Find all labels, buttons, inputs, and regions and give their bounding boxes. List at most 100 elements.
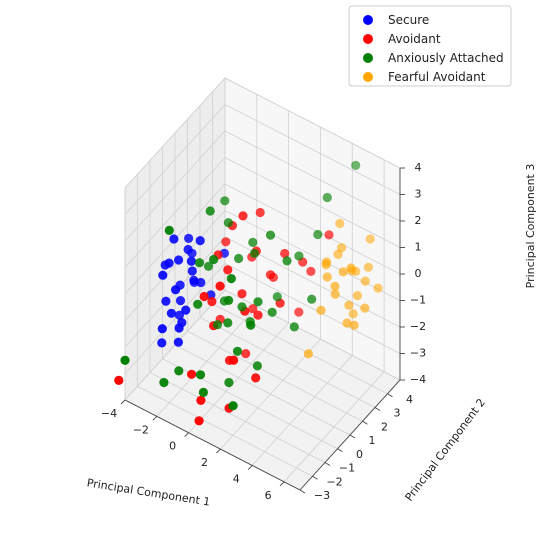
z-tick-label: 3 — [415, 188, 422, 201]
y-grid-floor — [149, 372, 326, 463]
data-point — [303, 349, 313, 359]
data-point — [187, 248, 197, 258]
z-grid-back — [224, 263, 401, 354]
data-point — [248, 304, 258, 314]
data-point — [363, 262, 373, 272]
legend-label: Avoidant — [388, 32, 441, 46]
data-point — [352, 291, 362, 301]
data-point — [282, 256, 292, 266]
y-tick-label: 2 — [381, 420, 388, 433]
data-point — [223, 265, 233, 275]
data-point — [280, 248, 290, 259]
data-point — [220, 196, 230, 206]
data-point — [294, 307, 304, 317]
y-tick — [349, 434, 356, 439]
data-point — [249, 248, 260, 258]
x-tick-label: −2 — [133, 423, 149, 436]
z-tick-label: −2 — [410, 320, 426, 333]
y-tick-label: −2 — [326, 475, 342, 488]
x-axis-label: Principal Component 1 — [86, 476, 211, 508]
data-point — [267, 307, 277, 317]
data-point — [209, 254, 219, 265]
data-point — [223, 318, 233, 328]
grid-lines — [124, 77, 401, 491]
data-point — [349, 320, 359, 330]
z-grid-back — [224, 130, 401, 222]
data-point — [224, 377, 234, 388]
data-point — [174, 323, 184, 333]
z-tick-label: 2 — [415, 214, 422, 227]
x-tick-label: 6 — [265, 489, 272, 502]
data-point — [338, 267, 348, 277]
y-tick — [337, 448, 343, 453]
data-point — [342, 318, 352, 328]
x-tick-label: −4 — [101, 407, 117, 420]
data-point — [365, 234, 375, 244]
y-grid-floor — [199, 317, 376, 408]
z-tick-label: 0 — [415, 267, 422, 280]
y-tick-label: −3 — [314, 489, 330, 502]
data-point — [212, 320, 223, 330]
y-grid-floor — [174, 344, 351, 436]
y-tick — [387, 393, 393, 398]
z-axis-label: Principal Component 3 — [524, 164, 537, 289]
data-point — [195, 370, 206, 380]
data-point — [265, 230, 276, 240]
data-point — [322, 257, 332, 267]
z-grid-side — [124, 157, 226, 268]
data-point — [253, 310, 263, 320]
data-point — [255, 207, 265, 218]
data-point — [164, 225, 174, 235]
z-tick-label: 4 — [415, 161, 422, 174]
data-point — [238, 211, 248, 221]
x-tick-label: 2 — [201, 456, 208, 469]
y-tick-label: 4 — [406, 393, 413, 406]
data-point — [221, 237, 231, 247]
data-point — [157, 338, 167, 348]
data-point — [223, 218, 233, 228]
data-point — [160, 260, 170, 270]
x-tick — [216, 448, 221, 454]
data-point — [189, 277, 199, 287]
data-point — [373, 283, 383, 293]
data-point — [268, 272, 278, 282]
z-grid-side — [124, 77, 226, 189]
data-point — [186, 256, 196, 266]
data-point — [322, 192, 332, 203]
data-point — [237, 302, 247, 312]
data-point — [181, 305, 191, 315]
data-point — [157, 324, 167, 334]
data-point — [348, 309, 358, 319]
data-point — [246, 320, 256, 330]
x-tick — [184, 432, 189, 438]
data-point — [224, 295, 234, 305]
data-point — [203, 261, 214, 271]
data-point — [161, 296, 171, 306]
legend-box — [348, 5, 512, 87]
y-grid-floor — [187, 330, 363, 422]
legend-marker — [363, 53, 373, 63]
data-point — [360, 303, 370, 313]
data-point — [351, 160, 361, 170]
data-point — [316, 305, 326, 315]
y-grid-floor — [137, 385, 313, 477]
data-point — [114, 375, 124, 385]
data-points — [114, 160, 383, 426]
data-point — [360, 276, 370, 286]
x-tick — [279, 481, 285, 487]
data-point — [194, 258, 205, 268]
z-tick-label: 1 — [415, 241, 422, 254]
axes-panes — [124, 76, 401, 491]
z-grid-side — [124, 130, 226, 242]
data-point — [228, 401, 238, 411]
data-point — [248, 237, 258, 247]
legend: Secure Avoidant Anxiously Attached Fearful … — [348, 5, 512, 87]
data-point — [289, 322, 299, 332]
z-tick-label: −3 — [410, 347, 426, 360]
z-grid-side — [124, 210, 226, 321]
y-grid-floor — [212, 303, 388, 395]
data-point — [187, 369, 197, 379]
data-point — [226, 274, 236, 284]
z-grid-back — [224, 157, 401, 248]
